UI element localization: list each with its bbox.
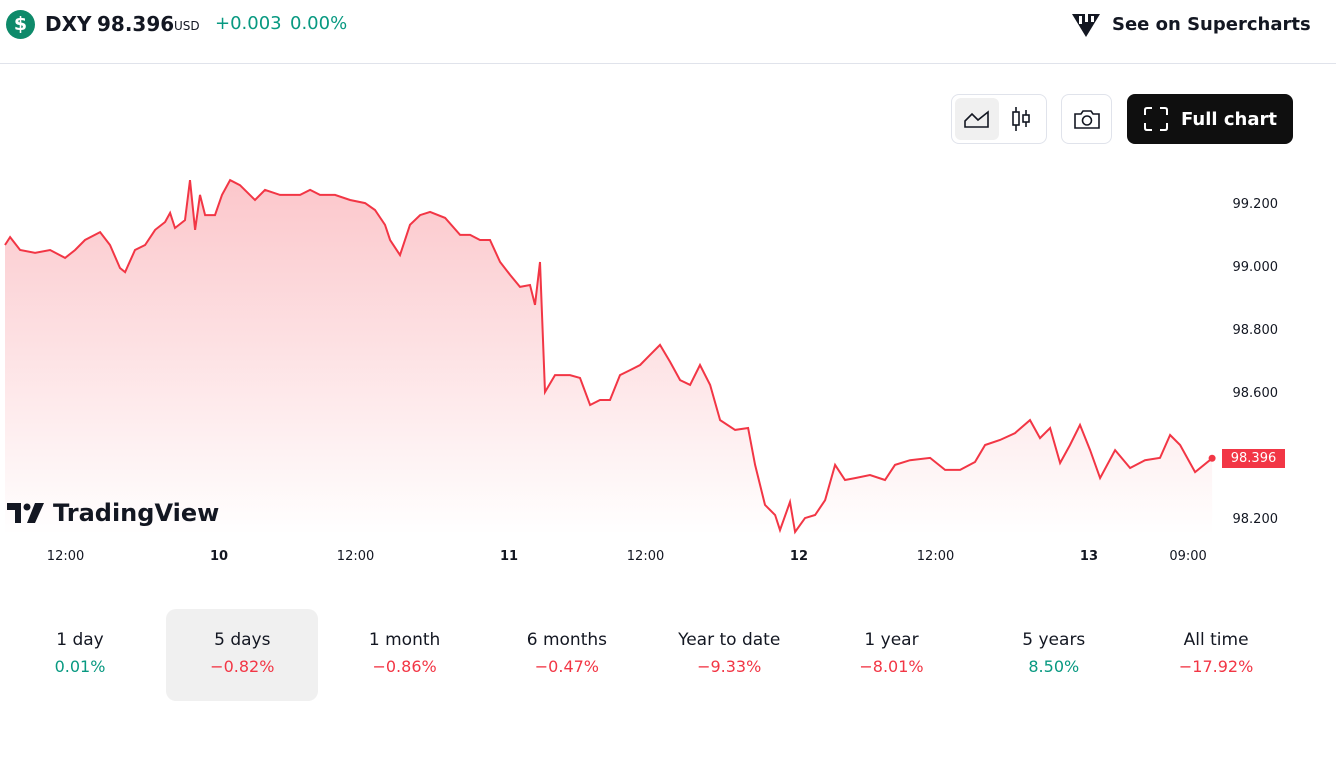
y-axis-label: 99.200 — [1232, 197, 1279, 212]
range-label: 5 days — [214, 630, 271, 650]
range-change: −0.47% — [534, 657, 599, 676]
last-price-dot — [1208, 454, 1216, 462]
range-change: −8.01% — [859, 657, 924, 676]
x-axis-label: 10 — [209, 549, 229, 564]
range-change: 8.50% — [1028, 657, 1080, 676]
symbol-header: $ DXY 98.396 USD +0.003 0.00% See on Sup… — [0, 0, 1336, 64]
range-label: Year to date — [678, 630, 781, 650]
candles-style-button[interactable] — [999, 98, 1043, 140]
screenshot-button[interactable] — [1061, 94, 1112, 144]
price-line — [4, 178, 1213, 535]
time-range-selector: 1 day 0.01% 5 days −0.82% 1 month −0.86% 6 mon… — [0, 609, 1336, 701]
supercharts-icon — [1072, 13, 1100, 37]
range-label: 6 months — [526, 630, 608, 650]
y-axis-label: 98.800 — [1232, 323, 1279, 338]
x-axis-label: 12:00 — [916, 549, 955, 564]
tradingview-logo-icon — [7, 503, 44, 523]
x-axis-label: 12:00 — [626, 549, 665, 564]
currency: USD — [174, 19, 200, 33]
camera-icon — [1073, 110, 1100, 129]
range-label: 1 day — [56, 630, 104, 650]
last-price-badge: 98.396 — [1222, 449, 1285, 468]
y-axis-label: 98.600 — [1232, 386, 1279, 401]
x-axis-label: 12:00 — [336, 549, 375, 564]
range-tab-1-month[interactable]: 1 month −0.86% — [329, 609, 481, 701]
range-tab-6-months[interactable]: 6 months −0.47% — [491, 609, 643, 701]
range-label: 1 month — [368, 630, 441, 650]
price-change-percent: 0.00% — [290, 13, 348, 34]
range-change: −9.33% — [697, 657, 762, 676]
range-tab-year-to-date[interactable]: Year to date −9.33% — [653, 609, 805, 701]
range-tab-all-time[interactable]: All time −17.92% — [1140, 609, 1292, 701]
full-chart-label: Full chart — [1181, 108, 1277, 130]
last-price: 98.396 — [97, 12, 175, 36]
range-change: 0.01% — [54, 657, 106, 676]
x-axis-label: 11 — [499, 549, 519, 564]
range-tab-5-years[interactable]: 5 years 8.50% — [978, 609, 1130, 701]
range-label: 1 year — [864, 630, 919, 650]
x-axis-label: 12 — [789, 549, 809, 564]
dollar-logo-icon: $ — [6, 10, 35, 39]
x-axis-label: 12:00 — [46, 549, 85, 564]
range-tab-1-day[interactable]: 1 day 0.01% — [4, 609, 156, 701]
candles-icon — [1012, 107, 1030, 131]
price-chart[interactable] — [0, 0, 1336, 600]
price-change: +0.003 — [215, 13, 282, 34]
range-change: −0.86% — [372, 657, 437, 676]
x-axis-label: 13 — [1079, 549, 1099, 564]
range-change: −0.82% — [210, 657, 275, 676]
y-axis-label: 98.200 — [1232, 512, 1279, 527]
price-area-fill — [5, 180, 1213, 535]
range-tab-5-days[interactable]: 5 days −0.82% — [166, 609, 319, 701]
range-label: 5 years — [1022, 630, 1086, 650]
x-axis-label: 09:00 — [1169, 549, 1207, 564]
y-axis-label: 99.000 — [1232, 260, 1279, 275]
symbol-name[interactable]: DXY — [45, 12, 92, 36]
tradingview-watermark: TradingView — [7, 499, 219, 527]
area-style-button[interactable] — [955, 98, 999, 140]
range-label: All time — [1183, 630, 1249, 650]
see-on-supercharts-link[interactable]: See on Supercharts — [1070, 10, 1311, 38]
range-change: −17.92% — [1178, 657, 1254, 676]
full-chart-button[interactable]: Full chart — [1127, 94, 1293, 144]
supercharts-label: See on Supercharts — [1112, 13, 1311, 35]
tradingview-wordmark: TradingView — [53, 499, 220, 527]
area-chart-icon — [964, 110, 989, 128]
chart-style-group — [951, 94, 1047, 144]
fullscreen-icon — [1144, 107, 1169, 131]
range-tab-1-year[interactable]: 1 year −8.01% — [816, 609, 968, 701]
